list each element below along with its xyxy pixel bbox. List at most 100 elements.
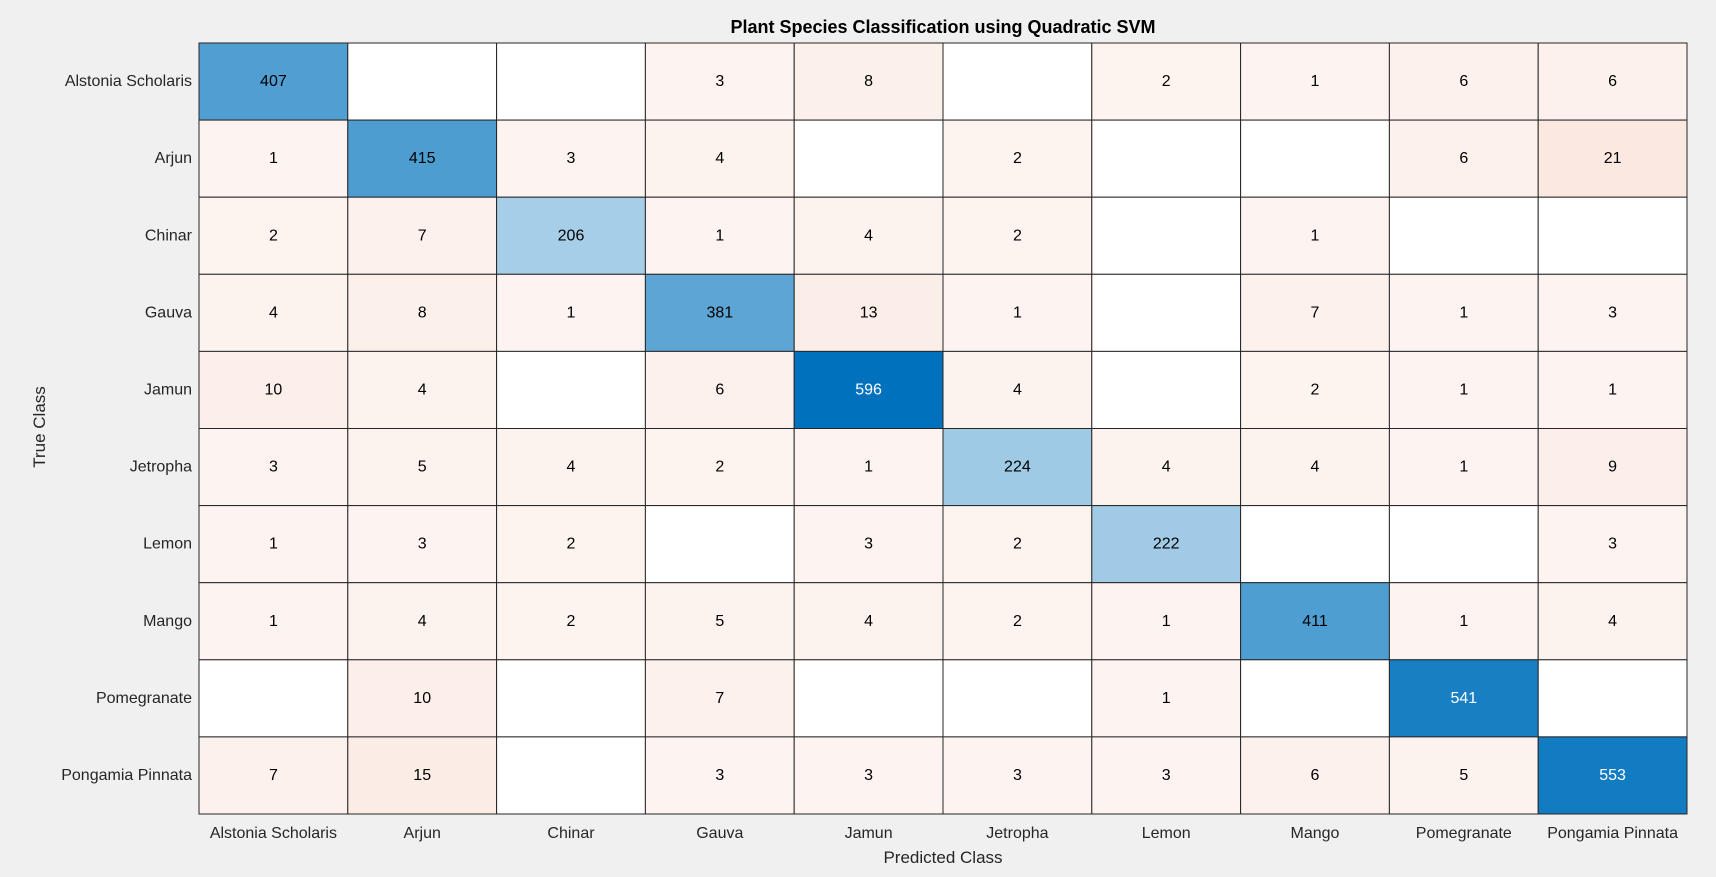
matrix-cell-r0-c2 xyxy=(496,42,646,121)
matrix-cell-r4-c7 xyxy=(1240,350,1390,429)
cell-value-r0-c4: 8 xyxy=(864,73,873,90)
cell-value-r5-c8: 1 xyxy=(1459,459,1468,476)
cell-value-r4-c4: 596 xyxy=(855,381,882,398)
cell-value-r5-c7: 4 xyxy=(1311,459,1320,476)
cell-value-r6-c2: 2 xyxy=(567,536,576,553)
matrix-cell-r2-c0 xyxy=(198,196,349,275)
cell-value-r3-c3: 381 xyxy=(706,304,733,321)
cell-value-r4-c9: 1 xyxy=(1608,381,1617,398)
matrix-cell-r3-c0 xyxy=(198,273,349,352)
column-label-8: Pomegranate xyxy=(1416,825,1512,842)
cell-value-r8-c3: 7 xyxy=(715,690,724,707)
matrix-cell-r3-c7 xyxy=(1240,273,1390,352)
matrix-cell-r3-c9 xyxy=(1537,273,1688,352)
matrix-cell-r3-c6 xyxy=(1091,273,1242,352)
cell-value-r9-c8: 5 xyxy=(1459,767,1468,784)
cell-value-r3-c8: 1 xyxy=(1459,304,1468,321)
cell-value-r9-c3: 3 xyxy=(715,767,724,784)
cell-value-r0-c9: 6 xyxy=(1608,73,1617,90)
cell-value-r6-c6: 222 xyxy=(1153,536,1180,553)
matrix-cell-r8-c2 xyxy=(496,659,646,738)
column-label-5: Jetropha xyxy=(986,825,1048,842)
cell-value-r9-c1: 15 xyxy=(413,767,431,784)
row-label-8: Pomegranate xyxy=(96,690,192,707)
matrix-cell-r8-c0 xyxy=(198,659,349,738)
matrix-cell-r7-c3 xyxy=(644,582,795,661)
matrix-cell-r8-c1 xyxy=(347,659,498,738)
matrix-cell-r1-c4 xyxy=(793,119,944,198)
matrix-cell-r5-c3 xyxy=(644,428,795,507)
matrix-cell-r9-c7 xyxy=(1240,736,1390,815)
matrix-cell-r7-c0 xyxy=(198,582,349,661)
matrix-cell-r1-c6 xyxy=(1091,119,1242,198)
cell-value-r2-c0: 2 xyxy=(269,227,278,244)
cell-value-r1-c9: 21 xyxy=(1604,150,1622,167)
cell-value-r3-c5: 1 xyxy=(1013,304,1022,321)
matrix-cell-r9-c0 xyxy=(198,736,349,815)
cell-value-r5-c2: 4 xyxy=(567,459,576,476)
y-axis-label: True Class xyxy=(30,386,49,468)
cell-value-r1-c2: 3 xyxy=(567,150,576,167)
cell-value-r5-c3: 2 xyxy=(715,459,724,476)
matrix-cell-r0-c6 xyxy=(1091,42,1242,121)
cell-value-r1-c3: 4 xyxy=(715,150,724,167)
matrix-cell-r6-c1 xyxy=(347,505,498,584)
matrix-cell-r2-c1 xyxy=(347,196,498,275)
matrix-cell-r7-c5 xyxy=(942,582,1093,661)
cell-value-r3-c9: 3 xyxy=(1608,304,1617,321)
row-label-1: Arjun xyxy=(155,150,192,167)
cell-value-r3-c2: 1 xyxy=(567,304,576,321)
matrix-cell-r8-c4 xyxy=(793,659,944,738)
matrix-cell-r2-c7 xyxy=(1240,196,1390,275)
matrix-cell-r3-c3 xyxy=(644,273,795,352)
matrix-cell-r8-c7 xyxy=(1240,659,1390,738)
cell-value-r7-c9: 4 xyxy=(1608,613,1617,630)
chart-title: Plant Species Classification using Quadr… xyxy=(730,17,1155,37)
matrix-cell-r6-c7 xyxy=(1240,505,1390,584)
cell-value-r1-c1: 415 xyxy=(409,150,436,167)
matrix-cell-r0-c4 xyxy=(793,42,944,121)
cell-value-r9-c4: 3 xyxy=(864,767,873,784)
matrix-cell-r8-c8 xyxy=(1388,659,1539,738)
matrix-cell-r9-c1 xyxy=(347,736,498,815)
matrix-cell-r2-c2 xyxy=(496,196,646,275)
matrix-cell-r2-c6 xyxy=(1091,196,1242,275)
cell-value-r3-c0: 4 xyxy=(269,304,278,321)
matrix-cell-r5-c7 xyxy=(1240,428,1390,507)
cell-value-r1-c8: 6 xyxy=(1459,150,1468,167)
matrix-cell-r6-c3 xyxy=(644,505,795,584)
cell-value-r4-c3: 6 xyxy=(715,381,724,398)
cell-value-r8-c1: 10 xyxy=(413,690,431,707)
matrix-cell-r3-c1 xyxy=(347,273,498,352)
matrix-cell-r6-c5 xyxy=(942,505,1093,584)
row-labels: Alstonia Scholaris Arjun Chinar Gauva Jamun J… xyxy=(61,73,192,784)
column-label-2: Chinar xyxy=(547,825,595,842)
column-label-9: Pongamia Pinnata xyxy=(1547,825,1678,842)
row-label-7: Mango xyxy=(143,613,192,630)
cell-value-r5-c9: 9 xyxy=(1608,459,1617,476)
matrix-cell-r5-c6 xyxy=(1091,428,1242,507)
cell-value-r9-c6: 3 xyxy=(1162,767,1171,784)
matrix-cell-r5-c0 xyxy=(198,428,349,507)
cell-value-r4-c5: 4 xyxy=(1013,381,1022,398)
matrix-cell-r2-c5 xyxy=(942,196,1093,275)
matrix-cell-r4-c9 xyxy=(1537,350,1688,429)
matrix-cell-r4-c6 xyxy=(1091,350,1242,429)
matrix-cell-r0-c5 xyxy=(942,42,1093,121)
matrix-cell-r5-c9 xyxy=(1537,428,1688,507)
cell-value-r7-c2: 2 xyxy=(567,613,576,630)
cell-value-r7-c4: 4 xyxy=(864,613,873,630)
matrix-cell-r6-c0 xyxy=(198,505,349,584)
matrix-cells: 407 3 8 2 1 6 61 415 3 4 2 6 212 7 206 1 4 2 14 8 1 381 13 1 7 1 3… xyxy=(198,42,1688,815)
matrix-cell-r7-c6 xyxy=(1091,582,1242,661)
row-label-5: Jetropha xyxy=(130,459,192,476)
cell-value-r5-c6: 4 xyxy=(1162,459,1171,476)
matrix-cell-r5-c1 xyxy=(347,428,498,507)
matrix-cell-r0-c3 xyxy=(644,42,795,121)
cell-value-r8-c6: 1 xyxy=(1162,690,1171,707)
matrix-cell-r2-c8 xyxy=(1388,196,1539,275)
cell-value-r2-c5: 2 xyxy=(1013,227,1022,244)
matrix-cell-r0-c8 xyxy=(1388,42,1539,121)
cell-value-r2-c7: 1 xyxy=(1311,227,1320,244)
matrix-cell-r9-c8 xyxy=(1388,736,1539,815)
